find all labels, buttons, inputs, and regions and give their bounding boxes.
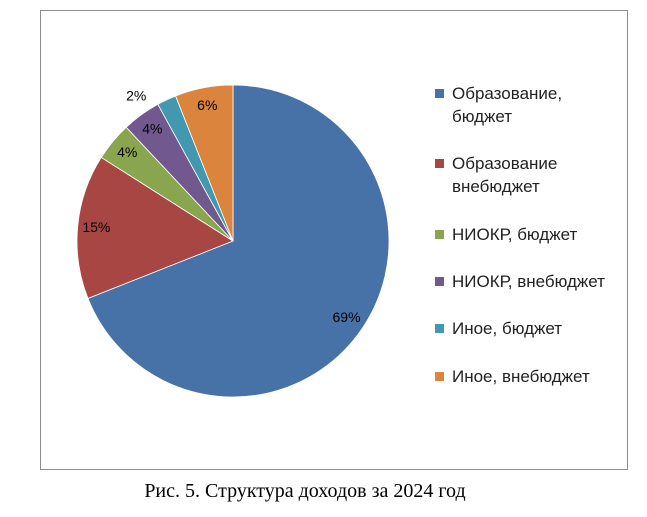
legend-item: НИОКР, бюджет (435, 223, 625, 246)
legend-item: Образование внебюджет (435, 152, 625, 198)
legend: Образование, бюджет Образование внебюджет… (435, 70, 625, 400)
chart-frame (40, 10, 628, 470)
data-label: 69% (333, 309, 361, 325)
data-label: 6% (197, 97, 217, 113)
caption: Рис. 5. Структура доходов за 2024 год (144, 480, 466, 502)
data-label: 2% (126, 87, 146, 103)
legend-swatch (435, 324, 444, 334)
legend-item: Иное, бюджет (435, 317, 625, 340)
pie-slice (76, 156, 234, 299)
legend-label: Образование внебюджет (452, 154, 558, 197)
legend-swatch (435, 159, 444, 169)
legend-swatch (435, 277, 444, 287)
pie-slice (175, 84, 234, 242)
legend-item: Иное, внебюджет (435, 365, 625, 388)
legend-item: Образование, бюджет (435, 82, 625, 128)
legend-label: НИОКР, бюджет (452, 224, 578, 244)
legend-swatch (435, 229, 444, 239)
legend-label: НИОКР, внебюджет (452, 272, 605, 292)
data-label: 15% (82, 219, 110, 235)
legend-item: НИОКР, внебюджет (435, 270, 625, 293)
legend-label: Образование, бюджет (452, 84, 563, 127)
legend-swatch (435, 371, 444, 381)
pie-slice (87, 84, 390, 398)
data-label: 4% (117, 144, 137, 160)
data-label: 4% (142, 121, 162, 137)
legend-label: Иное, бюджет (452, 319, 563, 339)
legend-swatch (435, 89, 444, 99)
legend-label: Иное, внебюджет (452, 366, 590, 386)
